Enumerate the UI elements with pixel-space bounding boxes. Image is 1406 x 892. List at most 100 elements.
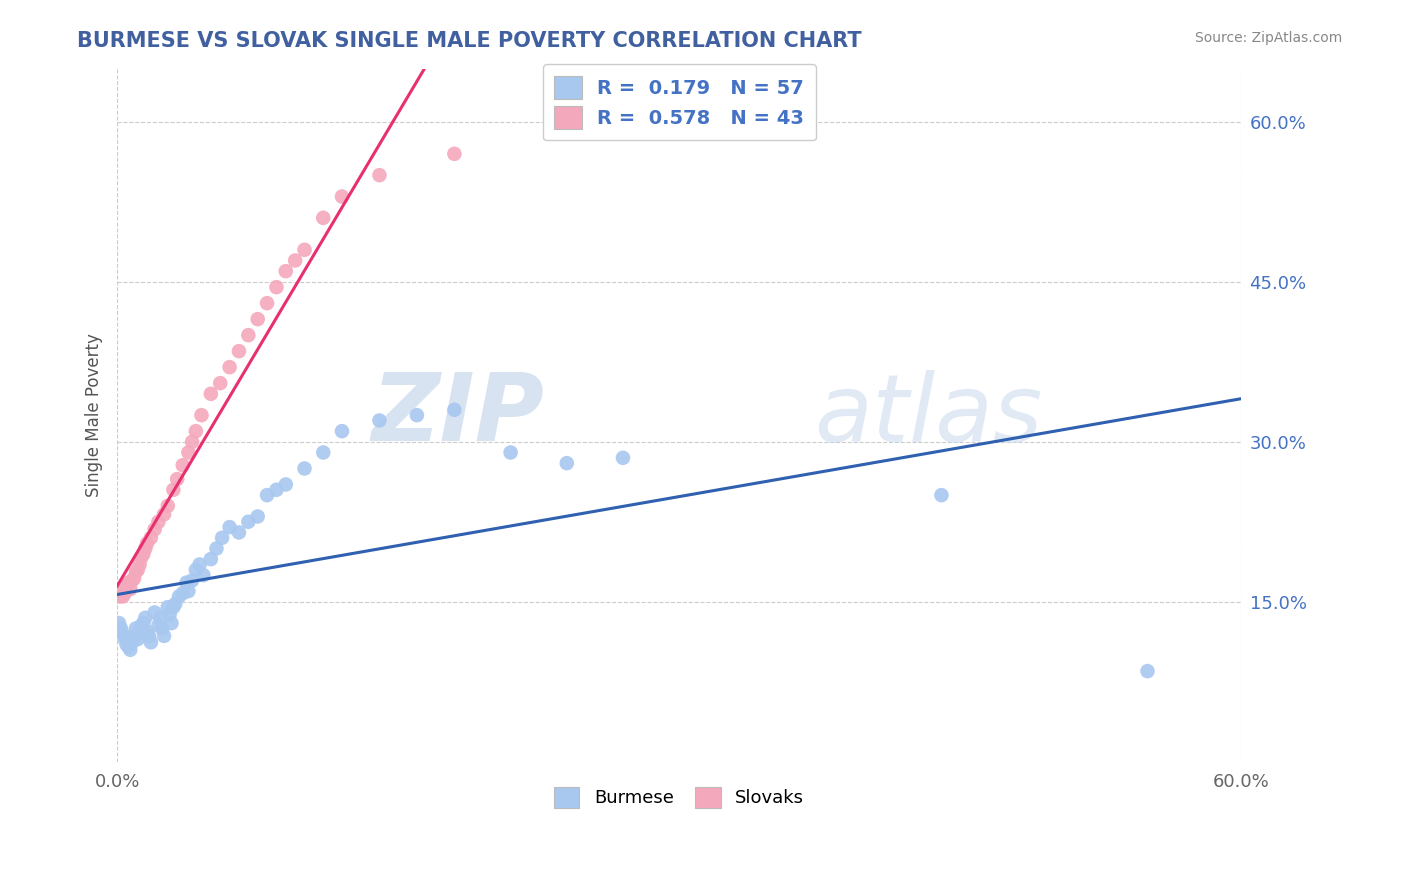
Point [274, 264, 297, 278]
Point [131, 549, 153, 564]
Point [149, 611, 172, 625]
Legend: Burmese, Slovaks: Burmese, Slovaks [547, 780, 811, 815]
Point [177, 445, 200, 459]
Point [190, 408, 212, 422]
Point [127, 563, 149, 577]
Point [238, 328, 260, 343]
Point [256, 488, 278, 502]
Point [228, 525, 250, 540]
Point [160, 616, 183, 631]
Point [131, 618, 153, 632]
Point [555, 456, 578, 470]
Point [181, 434, 204, 449]
Point [256, 296, 278, 310]
Point [117, 575, 139, 590]
Point [368, 413, 391, 427]
Point [330, 424, 353, 438]
Point [148, 618, 170, 632]
Point [266, 483, 288, 497]
Point [181, 574, 204, 588]
Point [162, 600, 184, 615]
Point [188, 558, 211, 572]
Point [156, 600, 179, 615]
Point [200, 552, 222, 566]
Point [184, 424, 207, 438]
Point [193, 568, 215, 582]
Point [122, 571, 145, 585]
Point [136, 536, 159, 550]
Point [284, 253, 307, 268]
Point [121, 635, 143, 649]
Point [177, 584, 200, 599]
Point [117, 640, 139, 654]
Point [148, 515, 170, 529]
Point [125, 565, 148, 579]
Point [274, 477, 297, 491]
Point [931, 488, 953, 502]
Text: atlas: atlas [814, 369, 1042, 460]
Text: BURMESE VS SLOVAK SINGLE MALE POVERTY CORRELATION CHART: BURMESE VS SLOVAK SINGLE MALE POVERTY CO… [77, 31, 862, 51]
Point [330, 189, 353, 203]
Point [612, 450, 634, 465]
Point [266, 280, 288, 294]
Point [172, 458, 194, 473]
Point [406, 408, 429, 422]
Point [246, 312, 269, 326]
Point [1136, 664, 1159, 678]
Point [246, 509, 269, 524]
Point [138, 629, 160, 643]
Point [209, 376, 232, 391]
Point [218, 520, 240, 534]
Point [115, 637, 138, 651]
Point [205, 541, 228, 556]
Point [312, 445, 335, 459]
Point [150, 622, 173, 636]
Point [139, 635, 162, 649]
Point [134, 541, 156, 556]
Point [162, 483, 184, 497]
Point [211, 531, 233, 545]
Point [111, 590, 134, 604]
Point [136, 624, 159, 639]
Point [122, 629, 145, 643]
Point [139, 531, 162, 545]
Point [443, 146, 465, 161]
Point [159, 607, 181, 622]
Point [143, 606, 166, 620]
Point [218, 360, 240, 375]
Point [368, 168, 391, 182]
Point [128, 624, 150, 639]
Point [127, 632, 149, 647]
Point [110, 584, 132, 599]
Point [132, 616, 155, 631]
Point [165, 597, 187, 611]
Point [125, 622, 148, 636]
Point [294, 461, 316, 475]
Point [120, 582, 142, 596]
Point [110, 622, 132, 636]
Point [312, 211, 335, 225]
Point [108, 590, 131, 604]
Point [294, 243, 316, 257]
Point [153, 508, 176, 522]
Point [499, 445, 522, 459]
Point [108, 616, 131, 631]
Point [114, 586, 136, 600]
Point [176, 575, 198, 590]
Point [153, 629, 176, 643]
Point [167, 590, 190, 604]
Point [134, 611, 156, 625]
Point [143, 522, 166, 536]
Point [184, 563, 207, 577]
Point [111, 627, 134, 641]
Point [121, 574, 143, 588]
Point [132, 547, 155, 561]
Point [156, 499, 179, 513]
Point [238, 515, 260, 529]
Point [115, 579, 138, 593]
Y-axis label: Single Male Poverty: Single Male Poverty [86, 334, 103, 497]
Point [228, 344, 250, 359]
Point [128, 558, 150, 572]
Point [172, 586, 194, 600]
Point [120, 642, 142, 657]
